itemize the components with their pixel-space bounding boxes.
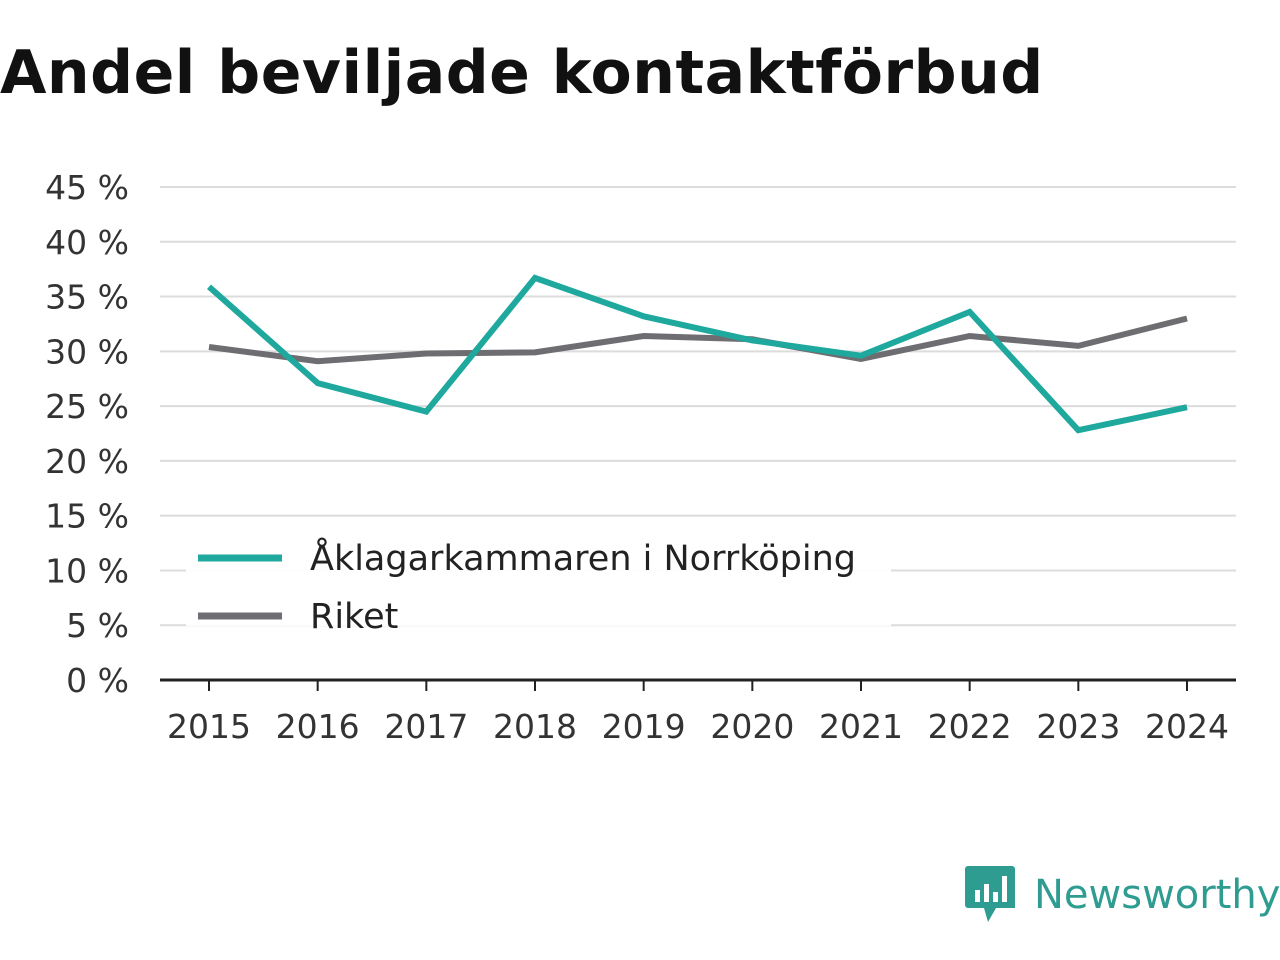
- y-tick-label: 40 %: [45, 223, 129, 262]
- x-tick-label: 2022: [928, 707, 1012, 746]
- series-lines: [207, 274, 1188, 434]
- x-tick-label: 2021: [819, 707, 903, 746]
- x-tick-label: 2023: [1036, 707, 1120, 746]
- y-tick-label: 35 %: [45, 278, 129, 317]
- x-tick-label: 2015: [167, 707, 251, 746]
- y-tick-label: 30 %: [45, 332, 129, 371]
- series-line-1: [208, 315, 1188, 365]
- y-tick-label: 5 %: [66, 606, 129, 645]
- brand-name: Newsworthy: [1034, 872, 1280, 918]
- y-tick-label: 10 %: [45, 551, 129, 590]
- x-tick-label: 2019: [602, 707, 686, 746]
- series-line-0: [207, 274, 1188, 434]
- x-tick-label: 2020: [710, 707, 794, 746]
- x-tick-label: 2018: [493, 707, 577, 746]
- y-axis: 0 % 5 % 10 % 15 % 20 % 25 % 30 % 35 % 40 % 45 %: [45, 168, 129, 700]
- x-axis: 2015 2016 2017 2018 2019 2020 2021 2022 2023 2024: [160, 678, 1236, 746]
- y-tick-label: 25 %: [45, 387, 129, 426]
- legend-label: Riket: [310, 597, 398, 637]
- x-tick-label: 2016: [276, 707, 360, 746]
- x-tick-label: 2024: [1145, 707, 1229, 746]
- y-tick-label: 20 %: [45, 442, 129, 481]
- newsworthy-logo-icon: [965, 866, 1015, 922]
- legend-background: [186, 528, 891, 626]
- y-tick-label: 45 %: [45, 168, 129, 207]
- legend-label: Åklagarkammaren i Norrköping: [310, 536, 856, 579]
- brand: Newsworthy: [964, 864, 1280, 926]
- chart-title: Andel beviljade kontaktförbud: [0, 38, 1044, 108]
- y-tick-label: 0 %: [66, 661, 129, 700]
- y-tick-label: 15 %: [45, 497, 129, 536]
- legend: Åklagarkammaren i Norrköping Riket: [186, 528, 891, 637]
- x-tick-label: 2017: [384, 707, 468, 746]
